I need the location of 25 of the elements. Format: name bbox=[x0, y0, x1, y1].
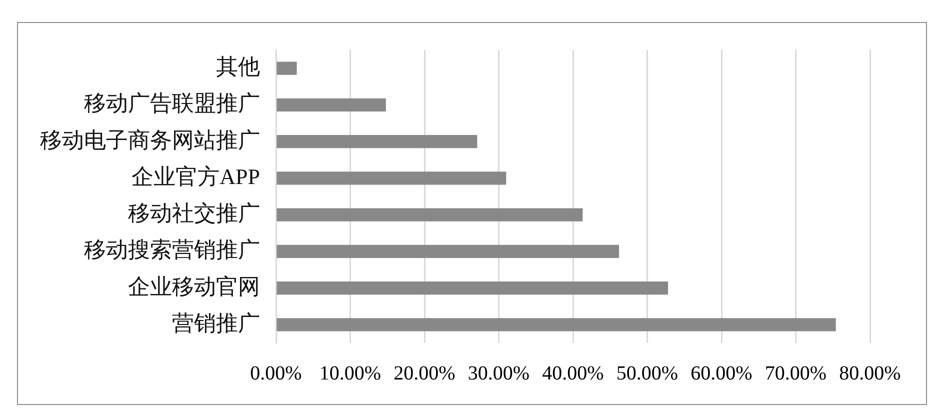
y-tick-label: 移动电子商务网站推广 bbox=[40, 127, 260, 152]
bar bbox=[276, 172, 506, 185]
y-tick-label: 营销推广 bbox=[172, 310, 260, 336]
bar bbox=[276, 208, 583, 222]
y-tick-label: 企业官方APP bbox=[132, 164, 260, 189]
bar bbox=[276, 62, 297, 75]
bar bbox=[276, 281, 668, 295]
x-tick-label: 20.00% bbox=[394, 362, 456, 384]
bar bbox=[276, 98, 386, 112]
x-tick-label: 30.00% bbox=[468, 362, 530, 384]
x-tick-label: 50.00% bbox=[616, 362, 678, 384]
bar bbox=[276, 244, 620, 258]
x-tick-label: 80.00% bbox=[839, 362, 901, 384]
y-tick-label: 移动广告联盟推广 bbox=[84, 90, 260, 116]
x-tick-label: 10.00% bbox=[319, 362, 382, 384]
bar bbox=[276, 318, 836, 332]
x-tick-label: 60.00% bbox=[690, 362, 752, 384]
x-tick-label: 40.00% bbox=[542, 362, 604, 384]
y-tick-label: 移动社交推广 bbox=[128, 200, 260, 226]
bar bbox=[276, 134, 478, 148]
y-tick-label: 企业移动官网 bbox=[128, 274, 260, 299]
y-tick-label: 移动搜索营销推广 bbox=[84, 237, 260, 262]
y-tick-label: 其他 bbox=[216, 54, 260, 80]
x-tick-label: 70.00% bbox=[764, 362, 827, 384]
x-tick-label: 0.00% bbox=[250, 362, 302, 384]
